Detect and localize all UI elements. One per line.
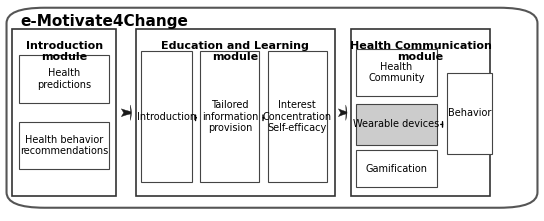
Text: Health
predictions: Health predictions [37, 68, 91, 90]
FancyBboxPatch shape [141, 51, 192, 182]
Text: Gamification: Gamification [366, 164, 428, 173]
Text: Introduction: Introduction [137, 112, 196, 122]
FancyBboxPatch shape [447, 73, 492, 154]
FancyBboxPatch shape [19, 55, 109, 103]
Text: Health behavior
recommendations: Health behavior recommendations [20, 135, 108, 156]
FancyBboxPatch shape [136, 29, 335, 196]
Text: Interest
Concentration
Self-efficacy: Interest Concentration Self-efficacy [263, 100, 332, 133]
Text: Health
Community: Health Community [368, 62, 425, 83]
FancyBboxPatch shape [7, 8, 537, 208]
FancyBboxPatch shape [19, 122, 109, 169]
FancyBboxPatch shape [200, 51, 259, 182]
FancyBboxPatch shape [356, 49, 437, 96]
FancyBboxPatch shape [356, 104, 437, 145]
FancyBboxPatch shape [356, 150, 437, 187]
Text: Introduction
module: Introduction module [26, 41, 103, 63]
Text: Wearable devices: Wearable devices [354, 119, 440, 129]
Text: Education and Learning
module: Education and Learning module [161, 41, 309, 63]
Text: Behavior: Behavior [448, 108, 491, 118]
Text: Health Communication
module: Health Communication module [350, 41, 491, 63]
FancyBboxPatch shape [351, 29, 490, 196]
Text: e-Motivate4Change: e-Motivate4Change [21, 14, 189, 29]
FancyBboxPatch shape [268, 51, 327, 182]
FancyBboxPatch shape [12, 29, 116, 196]
Text: Tailored
information
provision: Tailored information provision [202, 100, 258, 133]
